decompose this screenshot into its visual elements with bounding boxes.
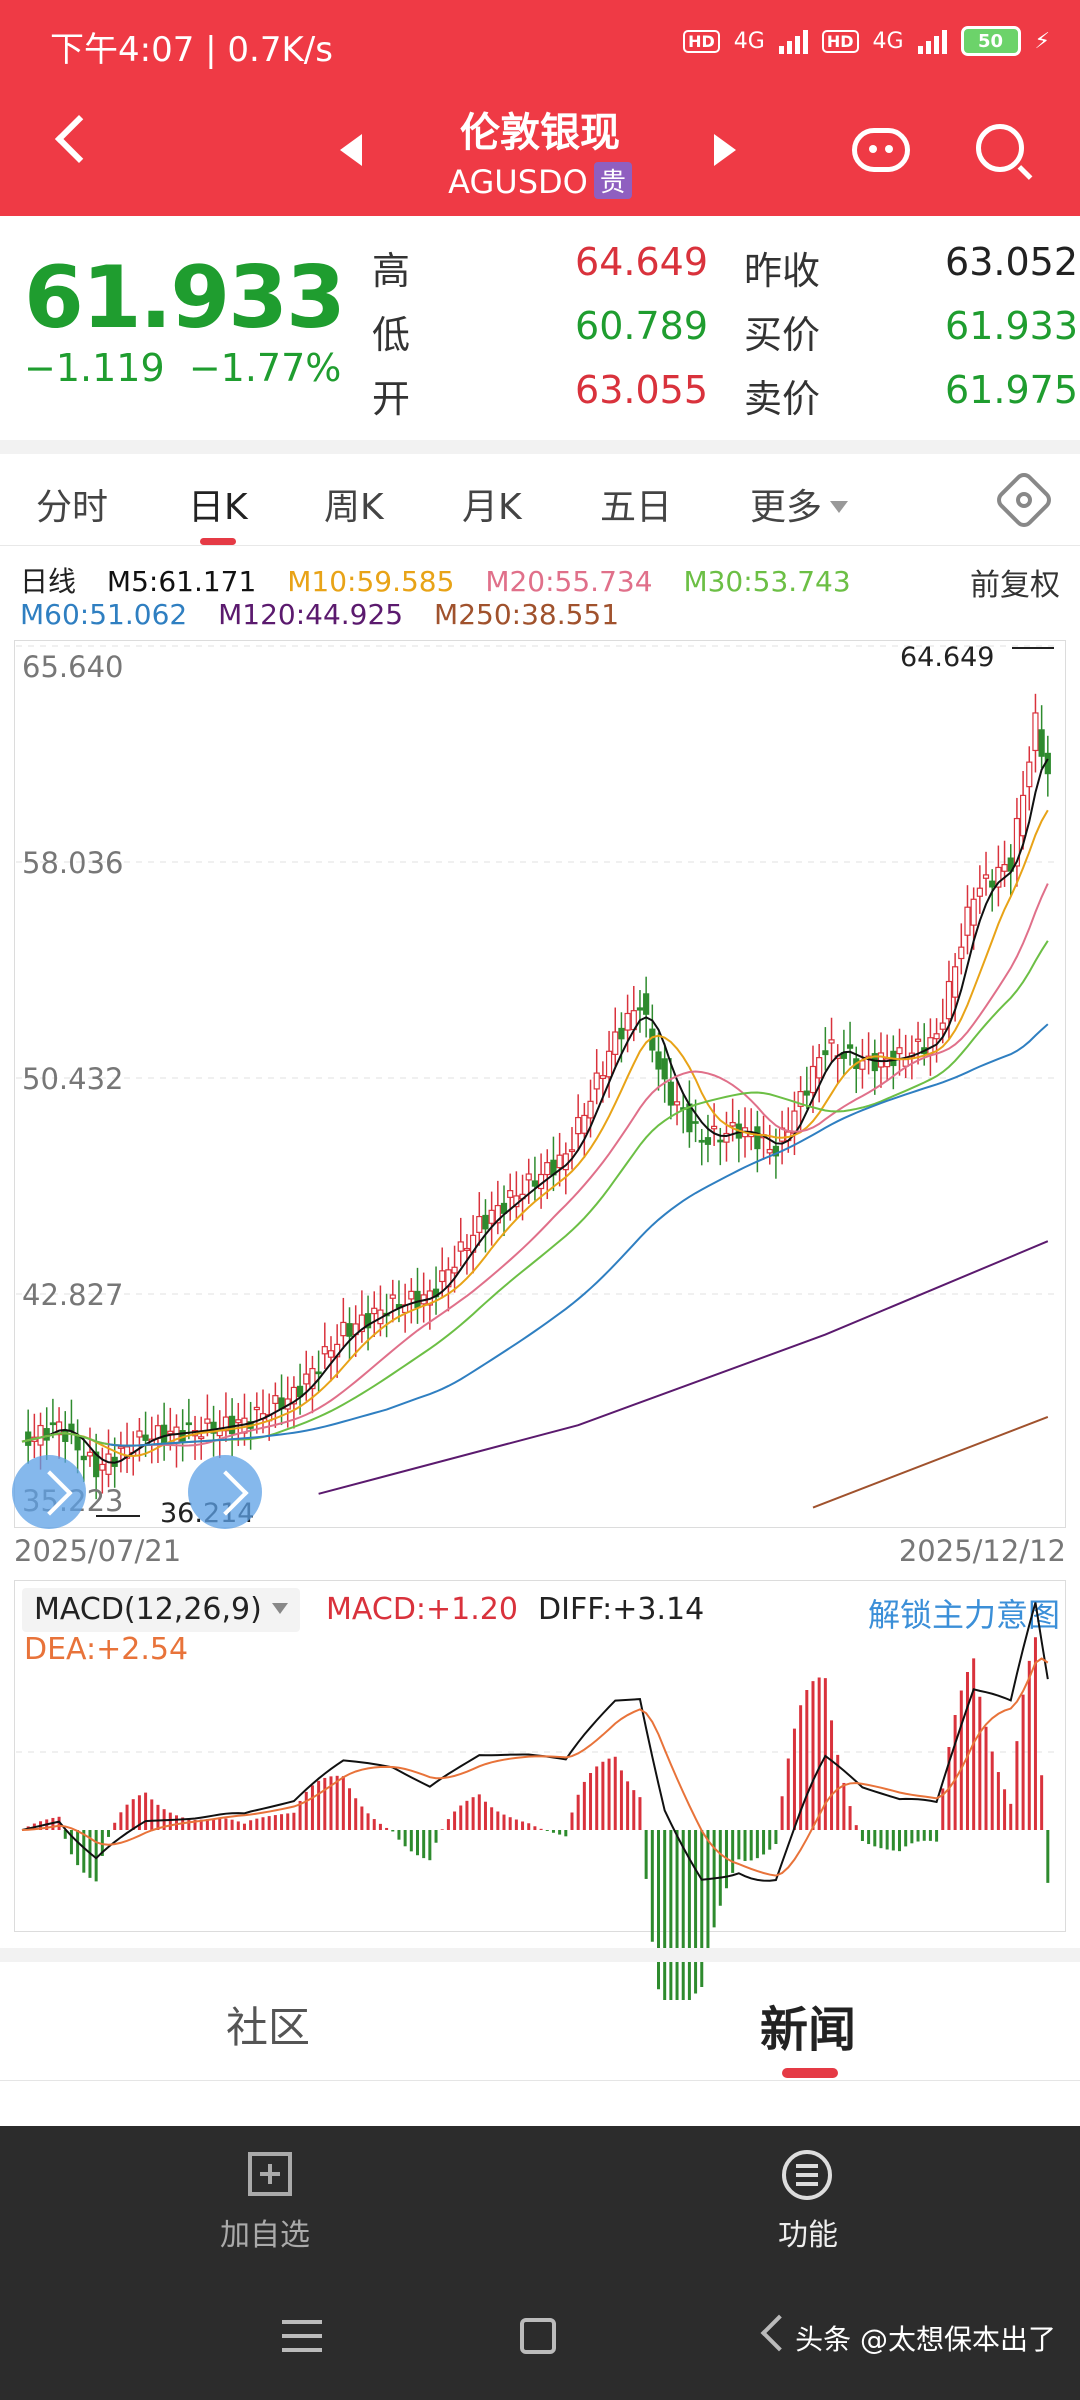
robot-assistant-icon[interactable] bbox=[852, 128, 910, 172]
active-tab-indicator bbox=[200, 538, 236, 545]
low-label: 低 bbox=[372, 313, 411, 357]
bottom-action-bar bbox=[0, 2126, 1080, 2400]
tab-weekly-k[interactable]: 周K bbox=[324, 487, 384, 528]
dea-value: DEA:+2.54 bbox=[24, 1632, 189, 1667]
open-value: 63.055 bbox=[575, 368, 708, 412]
ma5-value: M5:61.171 bbox=[106, 565, 257, 598]
price-change: −1.119 −1.77% bbox=[24, 346, 341, 390]
caret-down-icon bbox=[271, 1603, 288, 1614]
ask-value: 61.975 bbox=[945, 368, 1078, 412]
ma-legend-row-2: M60:51.062 M120:44.925 M250:38.551 bbox=[20, 598, 641, 631]
section-divider-2 bbox=[0, 1948, 1080, 1962]
nav-home-icon[interactable] bbox=[520, 2318, 556, 2354]
prev-symbol-icon[interactable] bbox=[340, 134, 362, 166]
y-axis-label-2: 58.036 bbox=[22, 846, 124, 880]
add-watchlist-icon[interactable] bbox=[248, 2152, 292, 2196]
quote-panel: 61.933 −1.119 −1.77% 高 64.649 低 60.789 开… bbox=[0, 216, 1080, 442]
category-badge: 贵 bbox=[593, 162, 632, 199]
y-axis-label-4: 42.827 bbox=[22, 1278, 124, 1312]
tab-more-label: 更多 bbox=[750, 487, 823, 528]
period-label: 日线 bbox=[20, 565, 77, 598]
ask-label: 卖价 bbox=[744, 377, 821, 421]
ma20-value: M20:55.734 bbox=[485, 565, 653, 598]
macd-value: MACD:+1.20 bbox=[326, 1592, 518, 1627]
high-value: 64.649 bbox=[575, 240, 708, 284]
instrument-code: AGUSDO 贵 bbox=[390, 162, 690, 201]
active-bottom-tab-indicator bbox=[782, 2068, 838, 2078]
macd-chart[interactable] bbox=[14, 1580, 1066, 1932]
bid-value: 61.933 bbox=[945, 304, 1078, 348]
network-4g-label: 4G bbox=[733, 28, 765, 54]
watermark-text: 头条 @太想保本出了 bbox=[795, 2323, 1056, 2356]
hd-icon-2: HD bbox=[821, 29, 859, 53]
ma30-value: M30:53.743 bbox=[683, 565, 851, 598]
nav-menu-icon[interactable] bbox=[282, 2320, 322, 2352]
signal-icon bbox=[778, 28, 808, 54]
indicator-selector-label: MACD(12,26,9) bbox=[34, 1592, 262, 1627]
prev-close-value: 63.052 bbox=[945, 240, 1078, 284]
tab-community[interactable]: 社区 bbox=[226, 2003, 311, 2052]
indicator-selector[interactable]: MACD(12,26,9) bbox=[22, 1588, 300, 1632]
add-watchlist-label[interactable]: 加自选 bbox=[220, 2218, 310, 2253]
ma60-value: M60:51.062 bbox=[20, 598, 188, 631]
ma10-value: M10:59.585 bbox=[287, 565, 455, 598]
instrument-code-text: AGUSDO bbox=[448, 163, 588, 201]
low-value: 60.789 bbox=[575, 304, 708, 348]
period-tabs: 分时 日K 周K 月K 五日 更多 bbox=[0, 454, 1080, 546]
tab-intraday[interactable]: 分时 bbox=[36, 487, 109, 528]
open-label: 开 bbox=[372, 377, 411, 421]
tab-five-day[interactable]: 五日 bbox=[600, 487, 673, 528]
date-end-label: 2025/12/12 bbox=[898, 1534, 1066, 1568]
ma250-value: M250:38.551 bbox=[434, 598, 620, 631]
bid-label: 买价 bbox=[744, 313, 821, 357]
high-label: 高 bbox=[372, 249, 411, 293]
change-value: −1.119 bbox=[24, 346, 165, 390]
tab-monthly-k[interactable]: 月K bbox=[462, 487, 522, 528]
ma-legend-row-1: 日线 M5:61.171 M10:59.585 M20:55.734 M30:5… bbox=[20, 560, 873, 600]
diff-value: DIFF:+3.14 bbox=[538, 1592, 705, 1627]
change-percent: −1.77% bbox=[188, 346, 342, 390]
kline-chart[interactable] bbox=[14, 640, 1066, 1528]
status-time-speed: 下午4:07 | 0.7K/s bbox=[50, 30, 333, 70]
status-icons: HD 4G HD 4G 50 ⚡ bbox=[683, 26, 1050, 56]
search-icon[interactable] bbox=[976, 124, 1024, 172]
functions-icon[interactable] bbox=[782, 2150, 832, 2200]
battery-icon: 50 bbox=[960, 26, 1021, 56]
max-price-marker: 64.649 bbox=[900, 642, 995, 673]
last-price: 61.933 bbox=[24, 248, 346, 348]
tab-more[interactable]: 更多 bbox=[750, 478, 849, 530]
ma120-value: M120:44.925 bbox=[218, 598, 404, 631]
caret-down-icon bbox=[830, 501, 849, 513]
back-arrow-icon[interactable] bbox=[54, 114, 104, 164]
instrument-title: 伦敦银现 bbox=[460, 110, 620, 156]
tab-daily-k[interactable]: 日K bbox=[188, 487, 248, 528]
signal-icon-2 bbox=[917, 28, 947, 54]
zoom-out-button[interactable] bbox=[12, 1455, 86, 1529]
network-4g-label-2: 4G bbox=[872, 28, 904, 54]
prev-close-label: 昨收 bbox=[744, 249, 821, 293]
header-bar: 下午4:07 | 0.7K/s HD 4G HD 4G 50 ⚡ 伦敦银现 AG… bbox=[0, 0, 1080, 216]
hd-icon: HD bbox=[683, 29, 720, 53]
zoom-in-button[interactable] bbox=[188, 1455, 262, 1529]
tab-divider bbox=[0, 2080, 1080, 2081]
charging-icon: ⚡ bbox=[1034, 28, 1050, 54]
y-axis-max-label: 65.640 bbox=[22, 650, 124, 684]
next-symbol-icon[interactable] bbox=[714, 134, 736, 166]
date-start-label: 2025/07/21 bbox=[14, 1534, 182, 1568]
tab-news[interactable]: 新闻 bbox=[760, 2002, 857, 2058]
functions-label[interactable]: 功能 bbox=[778, 2218, 838, 2253]
section-divider bbox=[0, 440, 1080, 454]
adjust-mode[interactable]: 前复权 bbox=[970, 568, 1060, 603]
unlock-main-intent-link[interactable]: 解锁主力意图 bbox=[867, 1596, 1060, 1634]
y-axis-label-3: 50.432 bbox=[22, 1062, 124, 1096]
